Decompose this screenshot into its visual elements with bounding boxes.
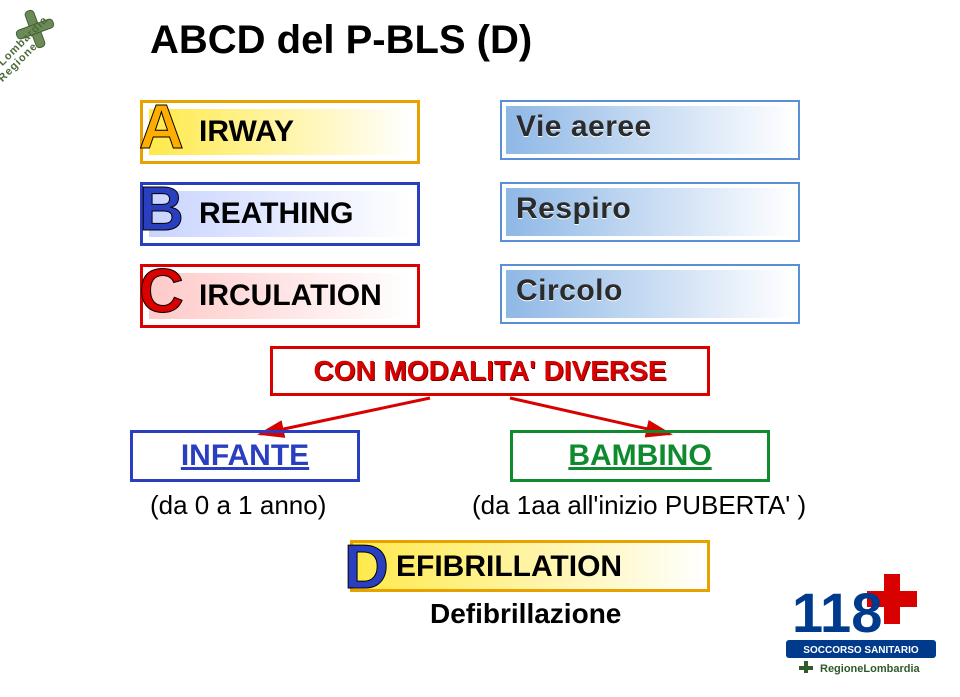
breathing-word: REATHING: [199, 197, 353, 231]
slide-title: ABCD del P-BLS (D): [150, 18, 532, 63]
modalita-text: CON MODALITA' DIVERSE: [313, 355, 666, 387]
circulation-word: IRCULATION: [199, 279, 382, 313]
airway-word: IRWAY: [199, 115, 294, 149]
modalita-box: CON MODALITA' DIVERSE: [270, 346, 710, 396]
bambino-label: BAMBINO: [568, 439, 711, 473]
vie-aeree-box: Vie aeree: [500, 100, 800, 160]
infante-sub: (da 0 a 1 anno): [150, 490, 326, 521]
circulation-box: C IRCULATION: [140, 264, 420, 328]
logo-118-band: SOCCORSO SANITARIO: [803, 645, 919, 656]
circolo-box: Circolo: [500, 264, 800, 324]
logo-118: 118 SOCCORSO SANITARIO RegioneLombardia: [786, 570, 936, 675]
airway-box: A IRWAY: [140, 100, 420, 164]
logo-118-number: 118: [792, 581, 882, 644]
letter-c: C: [139, 261, 184, 323]
bambino-sub: (da 1aa all'inizio PUBERTA' ): [472, 490, 806, 521]
letter-d: D: [344, 532, 389, 603]
logo-118-svg: 118 SOCCORSO SANITARIO RegioneLombardia: [786, 570, 936, 675]
letter-a: A: [139, 97, 184, 159]
defibrillazione-label: Defibrillazione: [430, 598, 621, 630]
breathing-box: B REATHING: [140, 182, 420, 246]
infante-label: INFANTE: [181, 439, 309, 473]
logo-region-text: RegioneLombardia: [820, 663, 921, 675]
circolo-label: Circolo: [516, 274, 623, 308]
defibrillation-word: EFIBRILLATION: [396, 550, 622, 584]
letter-b: B: [139, 179, 184, 241]
bambino-box: BAMBINO: [510, 430, 770, 482]
infante-box: INFANTE: [130, 430, 360, 482]
respiro-label: Respiro: [516, 192, 631, 226]
respiro-box: Respiro: [500, 182, 800, 242]
vie-aeree-label: Vie aeree: [516, 110, 652, 144]
region-badge: Lombardia Regione: [0, 0, 130, 130]
